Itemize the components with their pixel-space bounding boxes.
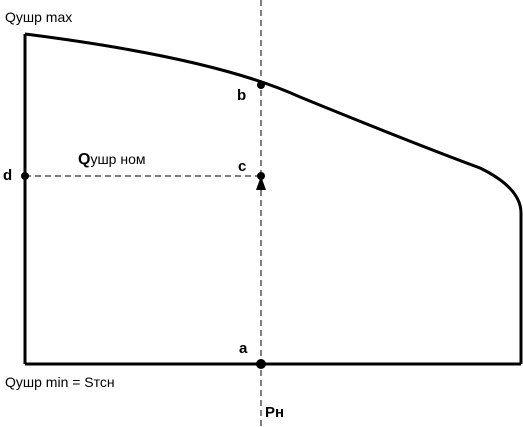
label-q-min: Qушр min = Sтсн [5,374,115,390]
arrow-up-icon [256,176,266,190]
label-q-max: Qушр max [5,9,72,25]
label-q-nom: Qушр ном [78,151,146,168]
label-q-nom-letter: Q [78,151,90,168]
point-a-dot [256,359,266,369]
point-c-dot [257,172,265,180]
label-point-a: a [239,340,248,357]
label-p-n: Pн [265,404,284,421]
label-point-d: d [3,167,12,184]
label-point-c: c [238,158,246,175]
label-point-b: b [237,87,246,104]
label-q-nom-rest: ушр ном [90,151,145,167]
capability-curve [24,32,523,214]
point-b-dot [257,81,265,89]
point-d-dot [21,172,29,180]
